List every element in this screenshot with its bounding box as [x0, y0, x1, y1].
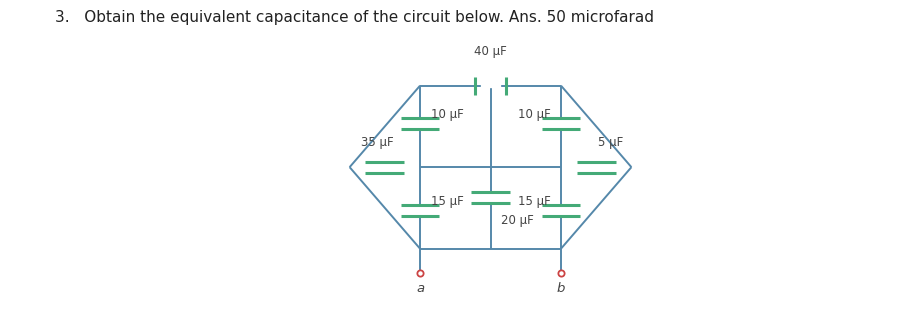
Text: 15 μF: 15 μF [431, 195, 464, 208]
Text: 10 μF: 10 μF [517, 108, 550, 121]
Text: 20 μF: 20 μF [501, 214, 534, 227]
Text: 5 μF: 5 μF [597, 136, 623, 149]
Text: a: a [416, 282, 425, 295]
Text: b: b [557, 282, 565, 295]
Text: 15 μF: 15 μF [517, 195, 550, 208]
Text: 35 μF: 35 μF [362, 136, 395, 149]
Text: 40 μF: 40 μF [474, 45, 507, 58]
Text: 3.   Obtain the equivalent capacitance of the circuit below. Ans. 50 microfarad: 3. Obtain the equivalent capacitance of … [55, 10, 654, 25]
Text: 10 μF: 10 μF [431, 108, 464, 121]
